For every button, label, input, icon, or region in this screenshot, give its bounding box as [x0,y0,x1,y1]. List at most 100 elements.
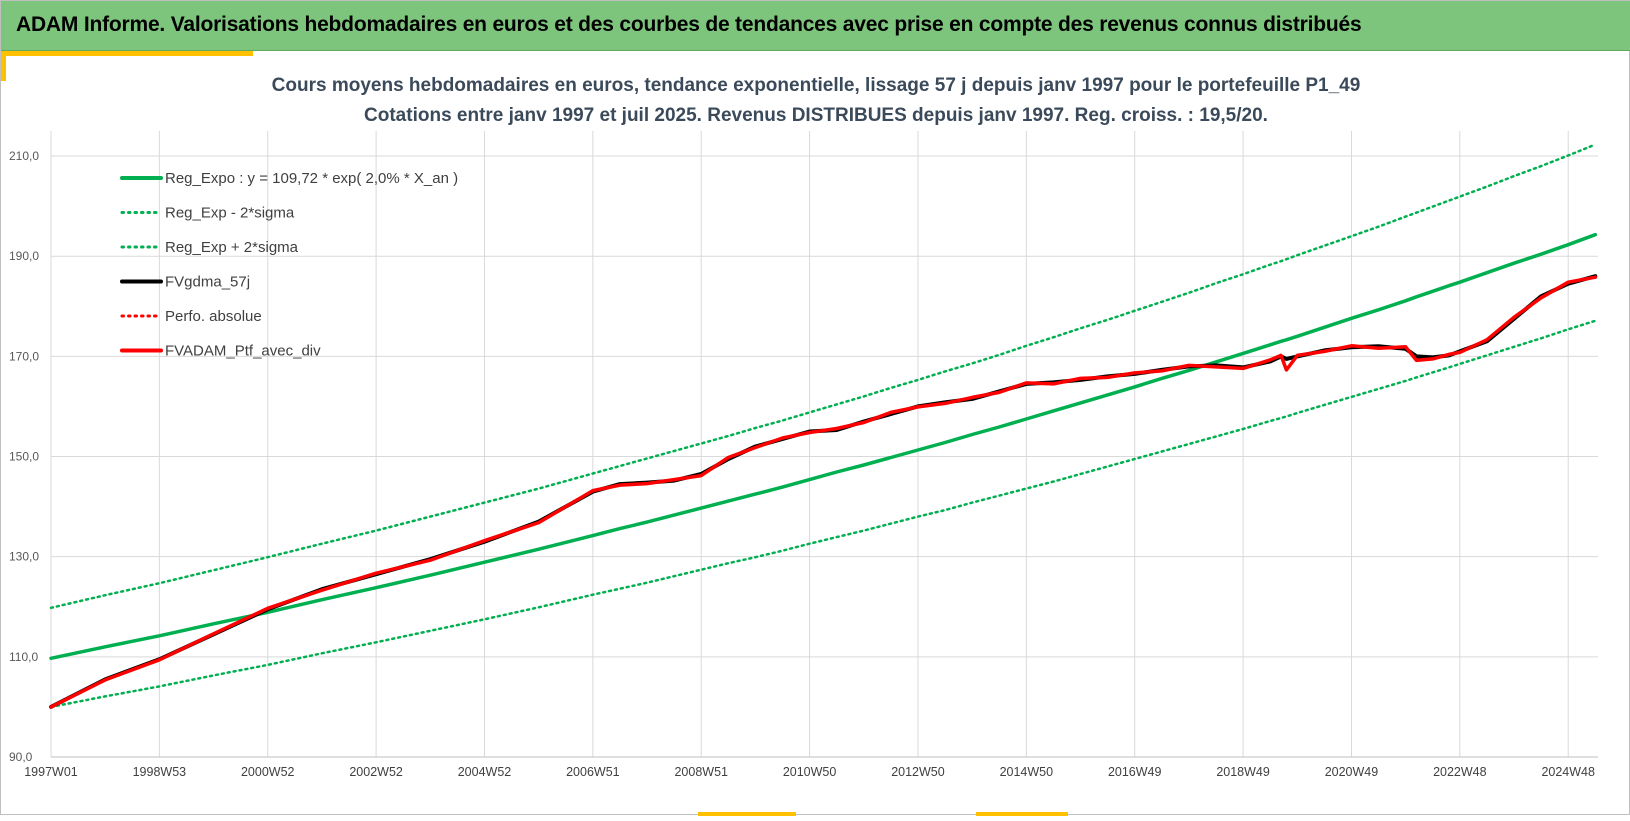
data-point [321,653,323,655]
data-point [1161,451,1163,453]
data-point [1269,420,1271,422]
y-tick-label: 130,0 [9,550,39,564]
x-tick-label: 2014W50 [1000,765,1054,779]
data-point [1242,368,1244,370]
data-point [1459,363,1461,365]
data-point [538,606,540,608]
data-point [1594,276,1596,278]
data-point [917,406,919,408]
data-point [1242,273,1244,275]
y-tick-label: 150,0 [9,450,39,464]
data-point [1378,388,1380,390]
data-point [1107,319,1109,321]
data-point [646,521,648,523]
x-tick-label: 2022W48 [1433,765,1487,779]
data-point [809,432,811,434]
data-point [700,443,702,445]
series-line-3 [49,274,1598,709]
data-point [1296,355,1298,357]
data-point [836,404,838,406]
data-point [1459,281,1461,283]
data-point [755,427,757,429]
data-point [890,523,892,525]
data-point [1269,359,1271,361]
data-point [1378,309,1380,311]
data-point [267,556,269,558]
series-line-2 [49,143,1597,610]
data-point [646,582,648,584]
data-point [782,420,784,422]
data-point [159,635,161,637]
data-point [1459,196,1461,198]
data-point [1080,402,1082,404]
data-point [321,599,323,601]
header-title: ADAM Informe. Valorisations hebdomadaire… [16,13,1362,36]
data-point [1134,458,1136,460]
x-tick-label: 2006W51 [566,765,620,779]
data-point [429,516,431,518]
data-point [538,522,540,524]
data-point [673,514,675,516]
data-point [728,457,730,459]
data-point [1188,443,1190,445]
data-point [863,396,865,398]
data-point [538,488,540,490]
data-point [1296,336,1298,338]
data-point [917,516,919,518]
data-point [728,562,730,564]
data-point [1416,212,1418,214]
data-point [1405,380,1407,382]
data-point [863,464,865,466]
accent-bar-bottom-1 [698,812,796,816]
header-bar: ADAM Informe. Valorisations hebdomadaire… [1,1,1630,51]
data-point [1324,245,1326,247]
data-point [1286,258,1288,260]
x-tick-label: 2000W52 [241,765,295,779]
data-point [619,528,621,530]
data-point [809,412,811,414]
data-point [1324,327,1326,329]
data-point [321,543,323,545]
data-point [375,587,377,589]
data-point [1296,254,1298,256]
data-point [1351,235,1353,237]
data-point [1405,216,1407,218]
data-point [1432,206,1434,208]
data-point [1567,329,1569,331]
data-point [1026,382,1028,384]
x-tick-label: 2018W49 [1216,765,1270,779]
data-point [944,509,946,511]
data-point [267,607,269,609]
data-point [836,471,838,473]
data-point [971,363,973,365]
data-point [890,387,892,389]
data-point [782,550,784,552]
data-point [944,403,946,405]
data-point [782,486,784,488]
x-tick-label: 2002W52 [349,765,403,779]
data-point [1286,358,1288,360]
data-point [213,623,215,625]
data-point [998,392,1000,394]
data-point [1161,301,1163,303]
data-point [375,572,377,574]
data-point [863,422,865,424]
data-point [646,458,648,460]
chart-title: Cours moyens hebdomadaires en euros, ten… [271,75,1361,96]
x-tick-label: 2016W49 [1108,765,1162,779]
data-point [321,589,323,591]
data-point [1242,353,1244,355]
data-point [1486,355,1488,357]
legend-label: Reg_Expo : y = 109,72 * exp( 2,0% * X_an… [165,170,458,187]
data-point [1286,369,1288,371]
data-point [890,457,892,459]
data-point [1459,352,1461,354]
data-point [1188,292,1190,294]
data-point [1432,290,1434,292]
data-point [1486,339,1488,341]
chart-subtitle: Cotations entre janv 1997 et juil 2025. … [364,105,1268,126]
data-point [1540,165,1542,167]
data-point [484,540,486,542]
data-point [1107,466,1109,468]
